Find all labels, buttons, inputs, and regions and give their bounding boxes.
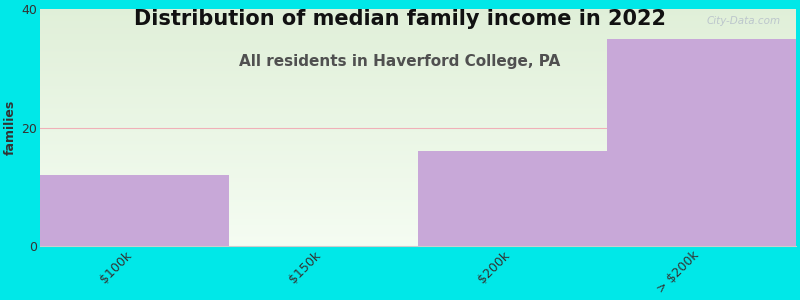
Text: Distribution of median family income in 2022: Distribution of median family income in …	[134, 9, 666, 29]
Bar	[418, 151, 607, 246]
Bar	[40, 175, 229, 246]
Y-axis label: families: families	[4, 100, 17, 155]
Text: City-Data.com: City-Data.com	[706, 16, 781, 26]
Text: All residents in Haverford College, PA: All residents in Haverford College, PA	[239, 54, 561, 69]
Bar	[607, 39, 796, 246]
